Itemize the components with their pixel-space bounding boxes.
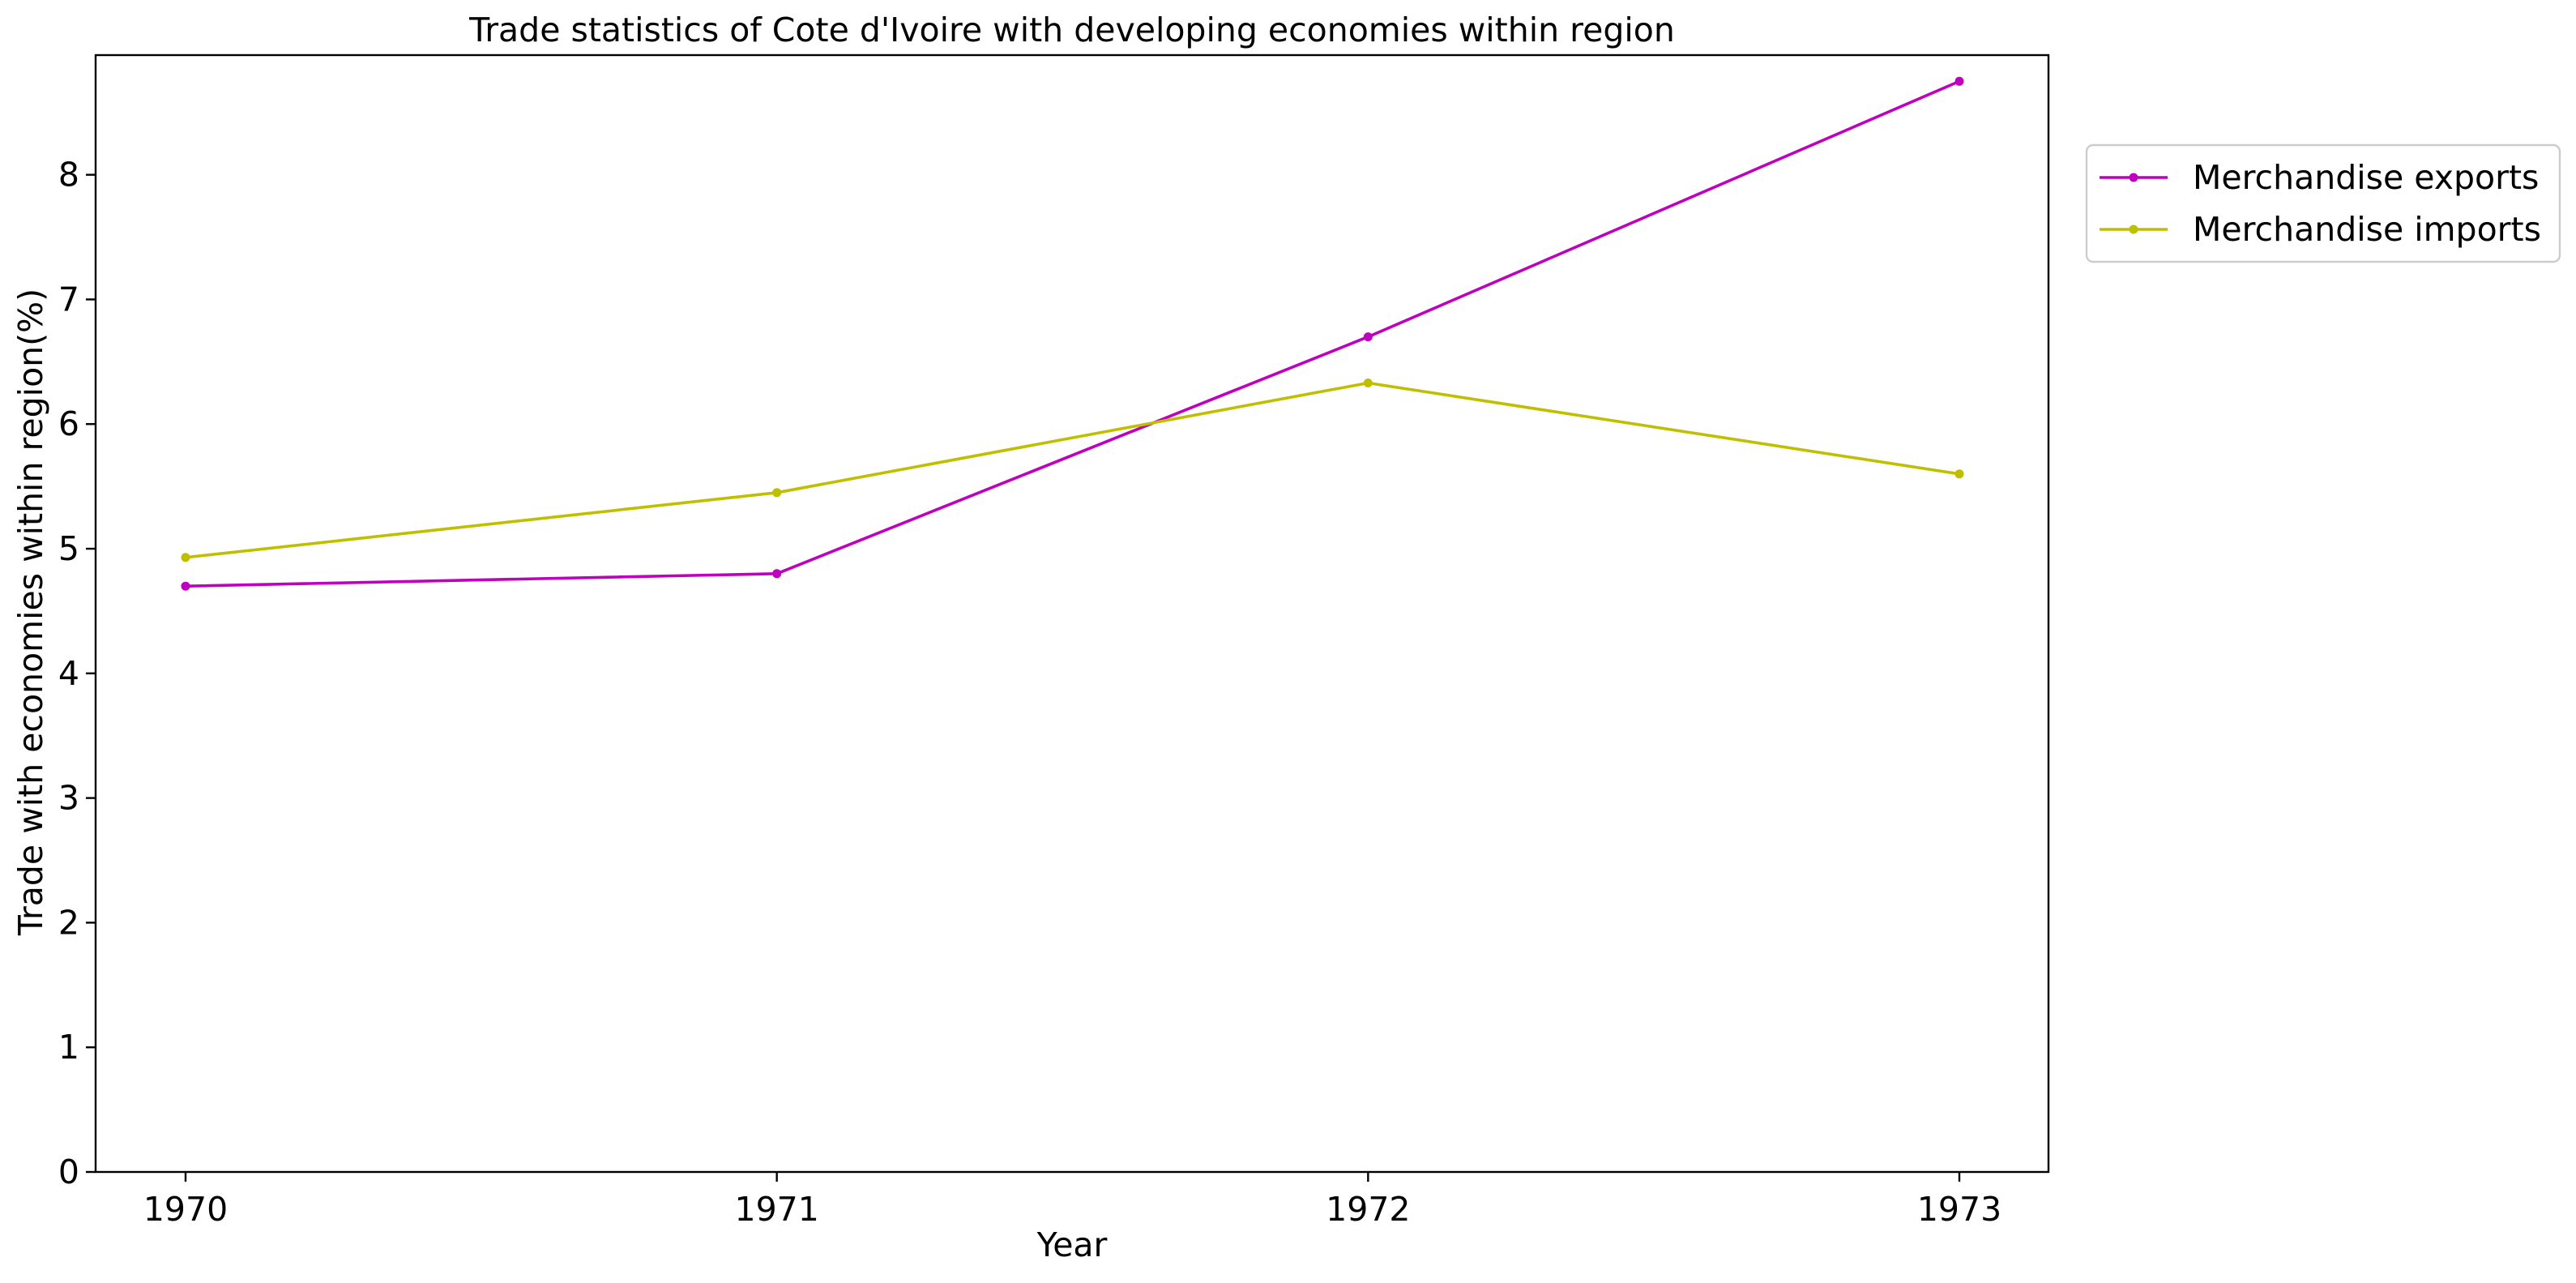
y-axis-label: Trade with economies within region(%) bbox=[11, 289, 50, 936]
legend-frame bbox=[2085, 143, 2561, 263]
plot-frame bbox=[94, 53, 2050, 1174]
y-tick-label: 5 bbox=[58, 529, 79, 568]
y-tick-label: 7 bbox=[58, 280, 79, 319]
legend-label: Merchandise imports bbox=[2193, 210, 2541, 249]
data-point-merchandise-exports bbox=[1954, 76, 1964, 86]
x-tick-label: 1970 bbox=[143, 1190, 228, 1229]
y-tick-label: 1 bbox=[58, 1028, 79, 1067]
data-point-merchandise-exports bbox=[181, 581, 190, 591]
series-line-merchandise-imports bbox=[184, 381, 1962, 559]
legend-marker bbox=[2129, 173, 2138, 182]
y-tick-label: 3 bbox=[58, 779, 79, 818]
data-point-merchandise-imports bbox=[1954, 469, 1964, 479]
x-tick-label: 1972 bbox=[1326, 1190, 1410, 1229]
legend-marker bbox=[2129, 225, 2138, 234]
y-tick-label: 4 bbox=[58, 654, 79, 693]
legend: Merchandise exports Merchandise imports bbox=[2085, 143, 2561, 263]
series-line-merchandise-exports bbox=[184, 79, 1962, 588]
legend-label: Merchandise exports bbox=[2193, 158, 2539, 197]
data-point-merchandise-imports bbox=[772, 488, 782, 498]
x-tick-label: 1973 bbox=[1917, 1190, 2001, 1229]
y-tick-label: 8 bbox=[58, 156, 79, 195]
data-point-merchandise-imports bbox=[1363, 378, 1373, 387]
data-point-merchandise-imports bbox=[181, 553, 190, 562]
y-tick-label: 6 bbox=[58, 404, 79, 443]
chart-title: Trade statistics of Cote d'Ivoire with d… bbox=[468, 11, 1675, 49]
x-tick-label: 1971 bbox=[734, 1190, 818, 1229]
y-tick-label: 2 bbox=[58, 903, 79, 942]
data-point-merchandise-exports bbox=[772, 569, 782, 579]
y-tick-label: 0 bbox=[58, 1153, 79, 1191]
x-axis-label: Year bbox=[1036, 1225, 1108, 1264]
data-point-merchandise-exports bbox=[1363, 332, 1373, 342]
plot-area: 0 1 2 3 4 5 6 7 8 1970 1971 1972 1973 bbox=[58, 53, 2050, 1229]
